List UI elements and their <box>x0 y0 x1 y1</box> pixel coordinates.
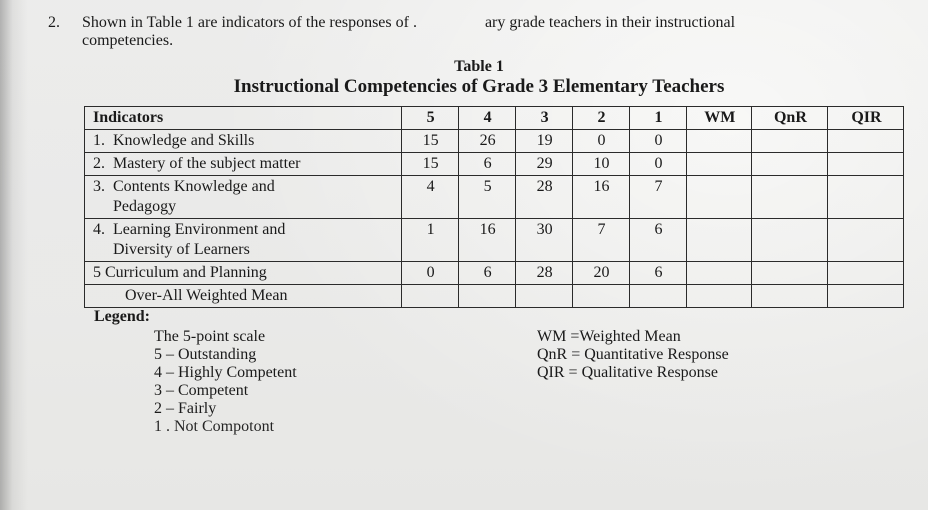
col-qnr: QnR <box>751 107 827 130</box>
col-2: 2 <box>572 107 629 130</box>
legend-head: Legend: <box>94 308 910 326</box>
value-cell <box>686 219 751 262</box>
value-cell: 7 <box>629 176 686 219</box>
value-cell <box>458 285 515 308</box>
table-row: 1. Knowledge and Skills15261900 <box>85 130 904 153</box>
value-cell <box>751 262 827 285</box>
question-text-part1: Shown in Table 1 are indicators of the r… <box>82 14 417 31</box>
table-label: Table 1 <box>48 58 910 76</box>
page: 2. Shown in Table 1 are indicators of th… <box>0 0 928 436</box>
value-cell <box>751 219 827 262</box>
col-3: 3 <box>515 107 572 130</box>
value-cell <box>686 285 751 308</box>
indicator-cell: 4. Learning Environment and Diversity of… <box>85 219 402 262</box>
value-cell <box>751 130 827 153</box>
table-title: Instructional Competencies of Grade 3 El… <box>48 76 910 98</box>
legend-right-item: WM =Weighted Mean <box>537 328 910 346</box>
value-cell <box>827 219 903 262</box>
value-cell: 15 <box>401 153 458 176</box>
legend-left-column: The 5-point scale5 – Outstanding4 – High… <box>154 328 527 436</box>
indicator-cell: Over-All Weighted Mean <box>85 285 402 308</box>
indicator-cell: 2. Mastery of the subject matter <box>85 153 402 176</box>
legend-right-column: WM =Weighted MeanQnR = Quantitative Resp… <box>537 328 910 436</box>
legend-left-item: 1 . Not Compotont <box>154 418 527 436</box>
col-5: 5 <box>401 107 458 130</box>
value-cell <box>827 285 903 308</box>
question-text-part2: ary grade teachers in their instructiona… <box>485 14 735 31</box>
question-text: Shown in Table 1 are indicators of the r… <box>82 14 910 50</box>
value-cell <box>751 176 827 219</box>
value-cell: 0 <box>401 262 458 285</box>
value-cell <box>515 285 572 308</box>
col-4: 4 <box>458 107 515 130</box>
value-cell: 16 <box>572 176 629 219</box>
value-cell <box>751 153 827 176</box>
value-cell <box>686 176 751 219</box>
value-cell: 1 <box>401 219 458 262</box>
legend-left-item: 5 – Outstanding <box>154 346 527 364</box>
value-cell: 28 <box>515 176 572 219</box>
value-cell <box>629 285 686 308</box>
value-cell <box>827 130 903 153</box>
value-cell: 19 <box>515 130 572 153</box>
value-cell <box>827 153 903 176</box>
question-block: 2. Shown in Table 1 are indicators of th… <box>48 14 910 50</box>
value-cell: 0 <box>629 153 686 176</box>
table-row: Over-All Weighted Mean <box>85 285 904 308</box>
legend: The 5-point scale5 – Outstanding4 – High… <box>48 328 910 436</box>
table-row: 2. Mastery of the subject matter15629100 <box>85 153 904 176</box>
indicator-cell: 1. Knowledge and Skills <box>85 130 402 153</box>
value-cell: 26 <box>458 130 515 153</box>
value-cell: 15 <box>401 130 458 153</box>
value-cell <box>686 130 751 153</box>
col-qir: QIR <box>827 107 903 130</box>
value-cell: 7 <box>572 219 629 262</box>
indicator-cell: 5 Curriculum and Planning <box>85 262 402 285</box>
value-cell: 5 <box>458 176 515 219</box>
value-cell: 16 <box>458 219 515 262</box>
value-cell <box>827 176 903 219</box>
legend-left-item: 4 – Highly Competent <box>154 364 527 382</box>
value-cell: 10 <box>572 153 629 176</box>
value-cell: 6 <box>629 262 686 285</box>
question-number: 2. <box>48 14 82 32</box>
value-cell: 6 <box>629 219 686 262</box>
legend-left-item: 3 – Competent <box>154 382 527 400</box>
value-cell <box>401 285 458 308</box>
value-cell <box>686 153 751 176</box>
legend-right-item: QnR = Quantitative Response <box>537 346 910 364</box>
table-header-row: Indicators 5 4 3 2 1 WM QnR QIR <box>85 107 904 130</box>
value-cell: 4 <box>401 176 458 219</box>
indicator-cell: 3. Contents Knowledge and Pedagogy <box>85 176 402 219</box>
col-indicators: Indicators <box>85 107 402 130</box>
table-row: 3. Contents Knowledge and Pedagogy452816… <box>85 176 904 219</box>
value-cell: 29 <box>515 153 572 176</box>
legend-right-item: QIR = Qualitative Response <box>537 364 910 382</box>
value-cell: 28 <box>515 262 572 285</box>
table-row: 4. Learning Environment and Diversity of… <box>85 219 904 262</box>
value-cell <box>751 285 827 308</box>
competency-table: Indicators 5 4 3 2 1 WM QnR QIR 1. Knowl… <box>84 106 904 308</box>
value-cell: 0 <box>572 130 629 153</box>
value-cell: 20 <box>572 262 629 285</box>
legend-left-item: 2 – Fairly <box>154 400 527 418</box>
legend-left-item: The 5-point scale <box>154 328 527 346</box>
value-cell <box>572 285 629 308</box>
value-cell: 6 <box>458 153 515 176</box>
col-1: 1 <box>629 107 686 130</box>
value-cell: 0 <box>629 130 686 153</box>
value-cell <box>686 262 751 285</box>
scan-shadow <box>0 0 28 510</box>
col-wm: WM <box>686 107 751 130</box>
table-row: 5 Curriculum and Planning0628206 <box>85 262 904 285</box>
value-cell <box>827 262 903 285</box>
question-text-part3: competencies. <box>82 32 173 49</box>
value-cell: 6 <box>458 262 515 285</box>
value-cell: 30 <box>515 219 572 262</box>
